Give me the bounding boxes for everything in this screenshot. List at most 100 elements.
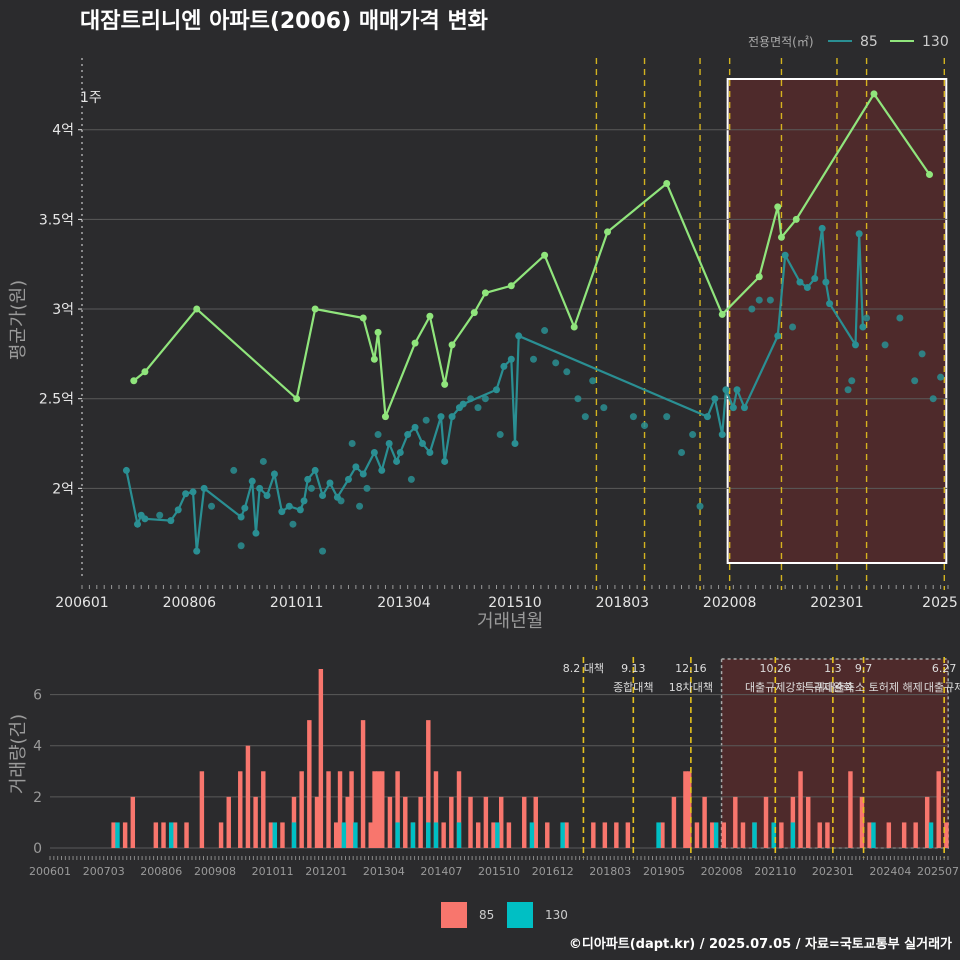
series-85-scatter-point: [678, 448, 686, 456]
series-85-point: [385, 440, 393, 448]
bar-85: [721, 822, 727, 848]
series-85-point: [263, 492, 271, 500]
bar-85: [122, 822, 128, 848]
bar-85: [418, 796, 423, 848]
series-85-point: [393, 457, 401, 465]
bar-130: [529, 822, 535, 848]
series-85-scatter-point: [896, 314, 904, 322]
series-85-scatter-point: [208, 502, 216, 510]
volume-x-tick-label: 200703: [83, 865, 125, 878]
x-axis-title: 거래년월: [477, 611, 543, 632]
series-85-point: [344, 475, 352, 483]
series-130-point: [141, 368, 149, 376]
volume-y-tick-label: 0: [33, 841, 42, 857]
series-85-scatter-point: [911, 377, 919, 385]
series-85-scatter-point: [574, 395, 582, 403]
policy-name-label: 종합대책: [613, 681, 653, 694]
series-85-scatter-point: [552, 359, 560, 367]
series-130-point: [130, 377, 138, 385]
volume-x-tick-label: 201201: [305, 865, 347, 878]
series-85-scatter-point: [696, 502, 704, 510]
series-85-point: [359, 470, 367, 478]
series-85-point: [459, 400, 467, 408]
bar-85: [859, 796, 865, 848]
series-85-scatter-point: [289, 520, 297, 528]
bar-85: [545, 822, 550, 848]
series-85-point: [511, 440, 519, 448]
bar-85: [710, 822, 715, 848]
note-label: 1주: [80, 90, 102, 106]
series-85-scatter-point: [259, 457, 267, 465]
bar-85: [625, 822, 631, 848]
series-85-point: [252, 529, 260, 537]
series-85-point: [396, 448, 404, 456]
series-130-point: [293, 395, 301, 403]
series-85-scatter-point: [863, 314, 871, 322]
bar-130: [426, 822, 431, 848]
series-85-scatter-point: [844, 386, 852, 394]
volume-x-tick-label: 201304: [363, 865, 405, 878]
bar-85: [763, 796, 769, 848]
series-85-scatter-point: [589, 377, 597, 385]
bar-85: [433, 771, 439, 848]
series-85-point: [492, 386, 500, 394]
series-85-point: [722, 386, 730, 394]
bar-85: [806, 796, 811, 848]
series-85-point: [500, 362, 508, 370]
series-85-point: [774, 332, 782, 340]
bar-85: [468, 796, 473, 848]
bar-85: [130, 796, 136, 848]
series-85-point: [167, 517, 175, 525]
series-130-point: [470, 309, 478, 317]
series-85-scatter-point: [563, 368, 571, 376]
legend-bar-85-label: 85: [479, 908, 494, 922]
series-85-scatter-point: [541, 327, 549, 335]
series-85-scatter-point: [422, 416, 430, 424]
series-85-point: [818, 224, 826, 232]
y-axis-title: 평균가(원): [8, 280, 29, 360]
bar-85: [111, 822, 116, 848]
bar-85: [299, 771, 304, 848]
series-85-point: [733, 386, 741, 394]
series-85-point: [300, 497, 308, 505]
series-130-point: [570, 323, 578, 331]
volume-x-tick-label: 200806: [140, 865, 182, 878]
series-85-scatter-point: [629, 413, 637, 421]
series-85-scatter-point: [918, 350, 926, 358]
series-85-scatter-point: [881, 341, 889, 349]
series-85-scatter-point: [766, 296, 774, 304]
y-tick-label: 3억: [52, 302, 74, 318]
series-130-point: [359, 314, 367, 322]
series-85-scatter-point: [374, 431, 382, 439]
bar-85: [817, 822, 822, 848]
series-85-scatter-point: [755, 296, 763, 304]
series-85-point: [352, 463, 360, 471]
x-tick-label: 202301: [810, 595, 863, 611]
volume-x-tick-label: 200601: [29, 865, 71, 878]
bar-85: [441, 822, 446, 848]
bar-130: [713, 822, 719, 848]
series-130-point: [311, 305, 319, 313]
series-85-point: [703, 413, 711, 421]
bar-130: [790, 822, 796, 848]
bar-85: [333, 822, 339, 848]
legend-bar-130-label: 130: [545, 908, 568, 922]
bar-85: [360, 720, 366, 848]
bar-85: [280, 822, 285, 848]
series-130-point: [870, 90, 878, 98]
bar-85: [499, 796, 504, 848]
series-85-point: [404, 431, 412, 439]
series-85-point: [174, 506, 182, 514]
bar-130: [871, 822, 876, 848]
volume-x-tick-label: 202507: [917, 865, 959, 878]
volume-x-tick-label: 201612: [532, 865, 574, 878]
series-85-point: [248, 477, 256, 485]
series-130-point: [381, 413, 389, 421]
volume-x-tick-label: 201803: [589, 865, 631, 878]
series-130-point: [507, 282, 515, 290]
series-85-point: [796, 278, 804, 286]
bar-85: [614, 822, 619, 848]
series-85-point: [326, 479, 334, 487]
bar-85: [226, 796, 231, 848]
series-85-point: [411, 423, 419, 431]
